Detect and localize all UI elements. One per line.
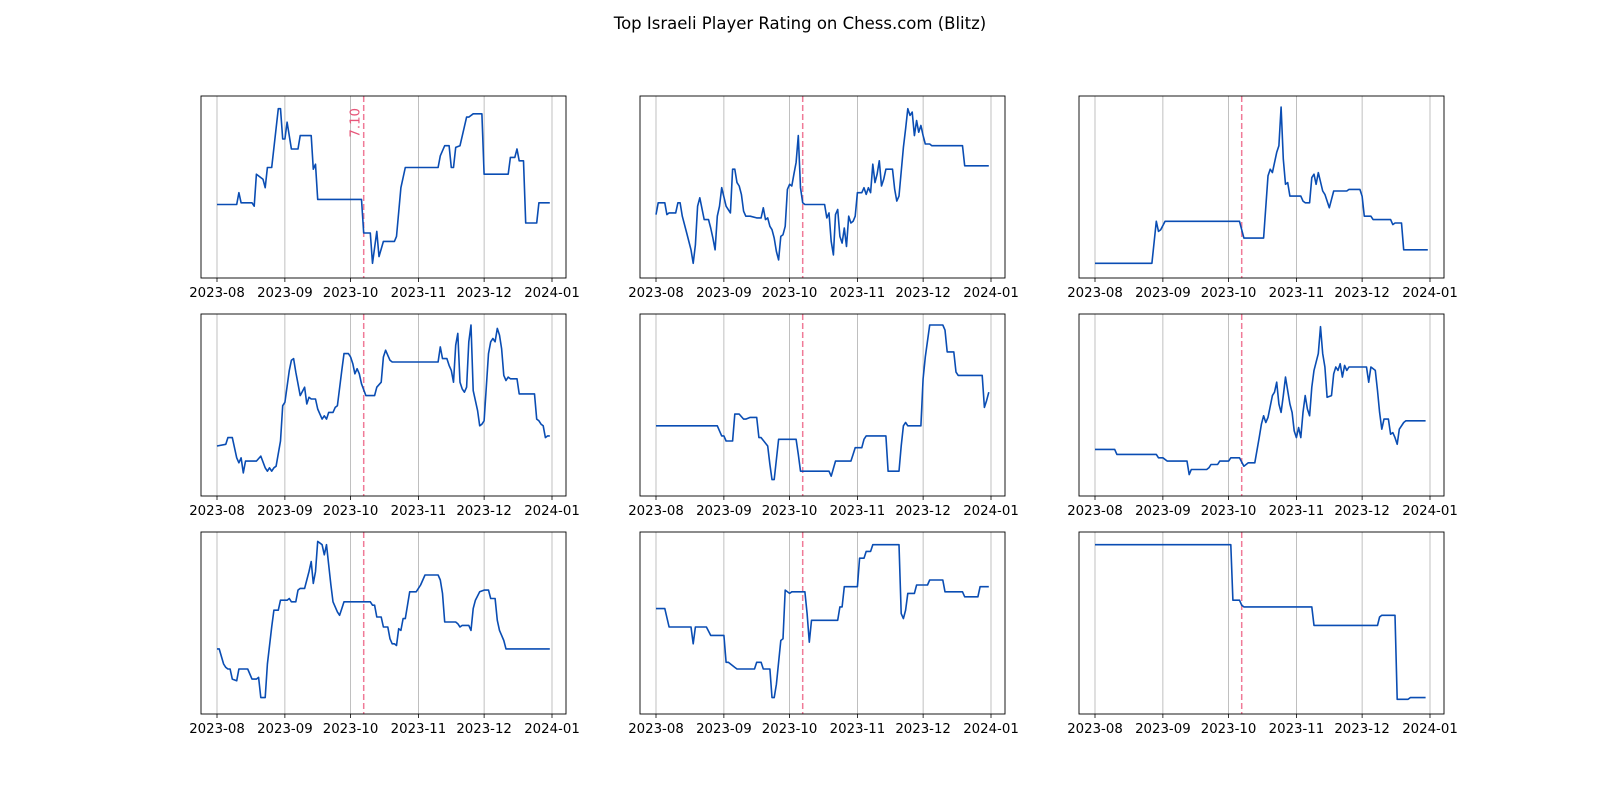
x-tick-label: 2023-12 (456, 722, 512, 737)
x-tick-label: 2023-11 (830, 286, 886, 301)
x-tick-label: 2023-12 (895, 722, 951, 737)
x-tick-label: 2023-09 (257, 504, 313, 519)
x-tick-label: 2023-11 (1269, 722, 1325, 737)
x-tick-label: 2023-09 (257, 722, 313, 737)
panel-grid: 2023-08 2023-09 2023-10 2023-11 2023-12 2024-… (189, 95, 1458, 737)
x-tick-label: 2023-10 (323, 504, 379, 519)
rating-line (217, 107, 550, 265)
rating-line (656, 324, 990, 481)
x-tick-label: 2023-08 (628, 286, 684, 301)
x-tick-label: 2023-11 (1269, 504, 1325, 519)
rating-line (1095, 325, 1426, 476)
x-tick-label: 2023-10 (323, 722, 379, 737)
x-tick-label: 2024-01 (963, 504, 1019, 519)
x-tick-label: 2023-11 (391, 286, 447, 301)
x-tick-label: 2023-11 (1269, 286, 1325, 301)
x-tick-label: 2023-12 (456, 286, 512, 301)
rating-line (217, 540, 550, 699)
x-tick-label: 2023-11 (830, 722, 886, 737)
x-tick-label: 2023-10 (1201, 722, 1257, 737)
axes-frame (200, 531, 567, 715)
event-label: 7.10 (349, 108, 364, 138)
panel-2: 2023-08 2023-09 2023-10 2023-11 2023-12 2024-… (628, 95, 1019, 301)
x-tick-label: 2023-12 (1334, 504, 1390, 519)
axes-frame (200, 95, 567, 279)
x-tick-label: 2023-08 (189, 286, 245, 301)
x-tick-label: 2023-10 (323, 286, 379, 301)
x-tick-label: 2023-08 (1067, 722, 1123, 737)
x-tick-label: 2023-12 (456, 504, 512, 519)
axes-frame (639, 531, 1006, 715)
x-tick-label: 2024-01 (524, 504, 580, 519)
x-tick-label: 2023-08 (1067, 504, 1123, 519)
x-tick-label: 2023-08 (189, 722, 245, 737)
axes-frame (639, 313, 1006, 497)
x-tick-label: 2024-01 (1402, 504, 1458, 519)
x-tick-label: 2024-01 (524, 722, 580, 737)
axes-frame (1078, 531, 1445, 715)
x-tick-label: 2023-09 (1135, 286, 1191, 301)
panel-6: 2023-08 2023-09 2023-10 2023-11 2023-12 2024-… (1067, 313, 1458, 519)
x-tick-label: 2023-10 (1201, 286, 1257, 301)
panel-4: 2023-08 2023-09 2023-10 2023-11 2023-12 2024-… (189, 313, 580, 519)
x-tick-label: 2023-08 (628, 722, 684, 737)
x-tick-label: 2023-09 (1135, 504, 1191, 519)
x-tick-label: 2023-10 (1201, 504, 1257, 519)
x-tick-label: 2023-12 (1334, 722, 1390, 737)
x-tick-label: 2023-10 (762, 722, 818, 737)
rating-line (216, 324, 550, 474)
x-tick-label: 2024-01 (963, 286, 1019, 301)
x-tick-label: 2023-09 (696, 722, 752, 737)
rating-line (1095, 106, 1428, 265)
x-tick-label: 2024-01 (1402, 286, 1458, 301)
panel-5: 2023-08 2023-09 2023-10 2023-11 2023-12 2024-… (628, 313, 1019, 519)
x-tick-label: 2023-11 (830, 504, 886, 519)
x-tick-label: 2023-09 (696, 504, 752, 519)
rating-line (656, 543, 989, 699)
x-tick-label: 2023-11 (391, 504, 447, 519)
x-tick-label: 2023-11 (391, 722, 447, 737)
x-tick-label: 2024-01 (1402, 722, 1458, 737)
x-tick-label: 2023-08 (628, 504, 684, 519)
panel-3: 2023-08 2023-09 2023-10 2023-11 2023-12 2024-… (1067, 95, 1458, 301)
panel-1: 2023-08 2023-09 2023-10 2023-11 2023-12 2024-… (189, 95, 580, 301)
axes-frame (639, 95, 1006, 279)
x-tick-label: 2023-08 (189, 504, 245, 519)
x-tick-label: 2023-12 (895, 504, 951, 519)
x-tick-label: 2023-12 (895, 286, 951, 301)
axes-frame (200, 313, 567, 497)
x-tick-label: 2023-09 (257, 286, 313, 301)
x-tick-label: 2024-01 (524, 286, 580, 301)
figure-title: Top Israeli Player Rating on Chess.com (… (613, 14, 986, 33)
axes-frame (1078, 95, 1445, 279)
rating-line (1095, 543, 1426, 701)
x-tick-label: 2023-08 (1067, 286, 1123, 301)
x-tick-label: 2023-09 (696, 286, 752, 301)
rating-line (655, 107, 989, 265)
x-tick-label: 2023-10 (762, 504, 818, 519)
panel-7: 2023-08 2023-09 2023-10 2023-11 2023-12 2024-… (189, 531, 580, 737)
axes-frame (1078, 313, 1445, 497)
x-tick-label: 2023-09 (1135, 722, 1191, 737)
panel-9: 2023-08 2023-09 2023-10 2023-11 2023-12 2024-… (1067, 531, 1458, 737)
panel-8: 2023-08 2023-09 2023-10 2023-11 2023-12 2024-… (628, 531, 1019, 737)
x-tick-label: 2024-01 (963, 722, 1019, 737)
x-tick-label: 2023-12 (1334, 286, 1390, 301)
x-tick-label: 2023-10 (762, 286, 818, 301)
